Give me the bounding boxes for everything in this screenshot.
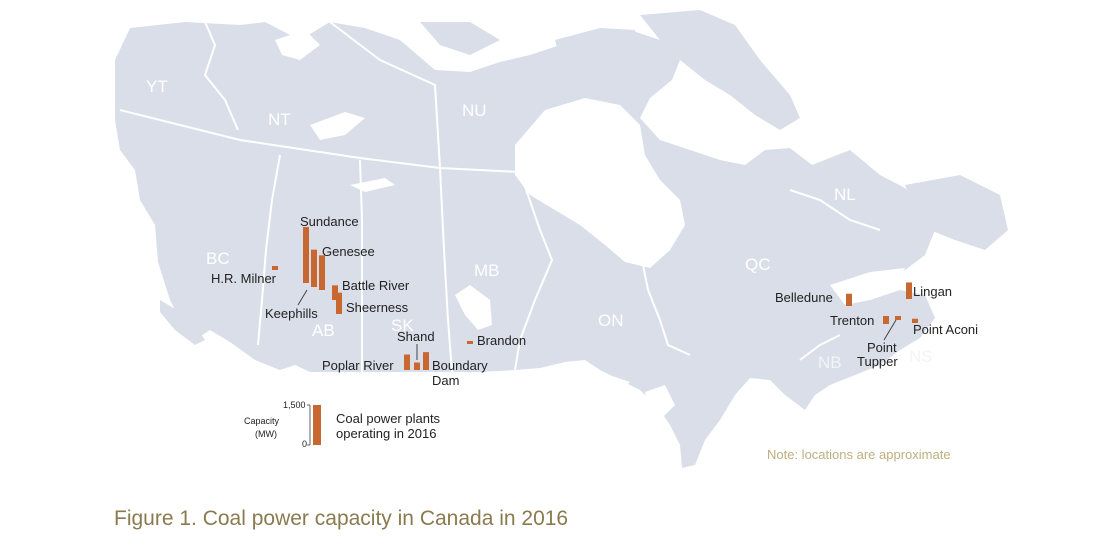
- border-yt-nt: [203, 21, 239, 131]
- bar-point-aconi: [912, 318, 918, 323]
- great-bear-lake: [275, 30, 320, 60]
- label-poplar-river: Poplar River: [322, 358, 394, 373]
- label-hr-milner: H.R. Milner: [211, 271, 277, 286]
- figure-caption: Figure 1. Coal power capacity in Canada …: [114, 507, 568, 530]
- legend-tick-max: 1,500: [283, 400, 306, 410]
- lake-superior: [570, 372, 630, 392]
- border-bc-ab: [257, 154, 281, 346]
- border-sk-mb: [439, 167, 453, 373]
- lake-huron: [645, 385, 675, 420]
- label-sheerness: Sheerness: [346, 300, 409, 315]
- plant-labels: Sundance Genesee Battle River Sheerness …: [211, 214, 978, 388]
- leader-keephills: [297, 289, 308, 306]
- label-boundary: Boundary: [432, 358, 488, 373]
- hudson-bay: [515, 98, 685, 268]
- plant-bars: [272, 227, 918, 370]
- border-nt-nu: [329, 21, 441, 169]
- label-yt: YT: [146, 77, 168, 96]
- mainland-canada: [115, 22, 935, 468]
- bar-poplar-river: [404, 354, 410, 370]
- arctic-island: [640, 10, 800, 130]
- leader-point-tupper: [883, 319, 897, 341]
- arctic-island: [420, 22, 500, 55]
- label-point-aconi: Point Aconi: [913, 322, 978, 337]
- approximate-locations-note: Note: locations are approximate: [767, 447, 951, 462]
- label-on: ON: [598, 311, 624, 330]
- legend-label-line2: operating in 2016: [336, 426, 436, 441]
- label-genesee: Genesee: [322, 244, 375, 259]
- label-tupper: Tupper: [857, 354, 898, 369]
- bar-keephills: [311, 249, 317, 287]
- bar-battle-river: [332, 285, 338, 300]
- label-nl: NL: [834, 185, 856, 204]
- legend-axis-unit: (MW): [255, 429, 277, 439]
- province-labels: YT NT NU BC AB SK MB ON QC NL NB NS: [146, 77, 933, 372]
- legend-label-line1: Coal power plants: [336, 411, 441, 426]
- label-dam: Dam: [432, 373, 459, 388]
- bar-brandon: [467, 341, 473, 344]
- label-bc: BC: [206, 249, 230, 268]
- label-shand: Shand: [397, 329, 435, 344]
- label-sk: SK: [391, 316, 414, 335]
- label-nu: NU: [462, 101, 487, 120]
- bar-genesee: [319, 255, 325, 290]
- label-sundance: Sundance: [300, 214, 359, 229]
- label-ab: AB: [312, 321, 335, 340]
- legend-axis-title: Capacity: [244, 416, 280, 426]
- bar-sheerness: [336, 292, 342, 314]
- label-ns: NS: [909, 347, 933, 366]
- bar-lingan: [906, 282, 912, 299]
- arctic-island: [555, 28, 640, 68]
- bar-boundary-dam: [423, 352, 429, 370]
- label-keephills: Keephills: [265, 306, 318, 321]
- border-ab-sk: [359, 159, 363, 372]
- label-mb: MB: [474, 261, 500, 280]
- bar-belledune: [846, 293, 852, 306]
- label-belledune: Belledune: [775, 290, 833, 305]
- label-lingan: Lingan: [913, 284, 952, 299]
- label-nb: NB: [818, 353, 842, 372]
- label-battle-river: Battle River: [342, 278, 410, 293]
- border-on-qc: [639, 249, 691, 356]
- label-brandon: Brandon: [477, 333, 526, 348]
- lake-winnipeg: [455, 285, 492, 330]
- border-qc-nb: [799, 334, 841, 361]
- border-qc-nl: [789, 189, 881, 231]
- great-slave-lake: [310, 112, 365, 140]
- label-trenton: Trenton: [830, 313, 874, 328]
- vancouver-island: [160, 300, 205, 345]
- newfoundland: [905, 175, 1008, 250]
- bar-shand: [414, 362, 420, 370]
- land-mass: [115, 10, 1008, 468]
- bar-sundance: [303, 227, 309, 283]
- legend-bar: [313, 405, 321, 445]
- water-bodies: [275, 30, 905, 420]
- border-60th-parallel: [119, 109, 521, 173]
- border-mb-on: [514, 171, 554, 371]
- bar-hr-milner: [272, 266, 278, 270]
- label-qc: QC: [745, 255, 771, 274]
- legend-tick-min: 0: [302, 439, 307, 449]
- label-nt: NT: [268, 110, 291, 129]
- bar-point-tupper: [895, 316, 901, 320]
- leader-lines: [297, 289, 897, 360]
- capacity-legend: Capacity (MW) 1,500 0 Coal power plants …: [244, 400, 441, 449]
- provincial-borders: [119, 21, 881, 373]
- label-point: Point: [867, 340, 897, 355]
- bar-trenton: [883, 316, 889, 324]
